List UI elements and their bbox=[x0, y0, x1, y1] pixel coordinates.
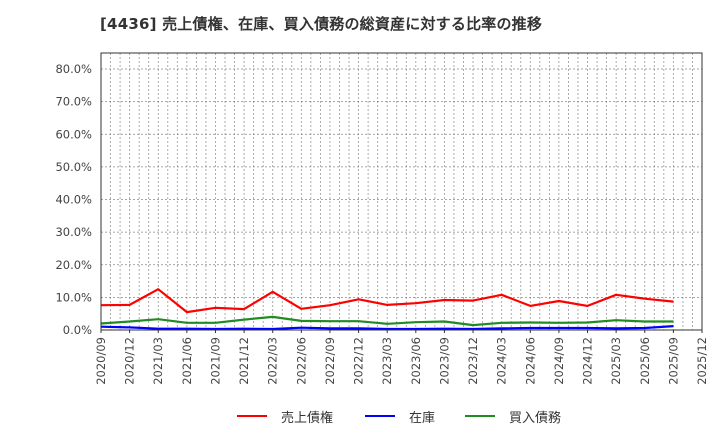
legend-line-green bbox=[465, 415, 495, 417]
legend-item-payables: 買入債務 bbox=[465, 405, 561, 427]
legend-label: 買入債務 bbox=[509, 410, 562, 426]
x-tick-label: 2024/12 bbox=[581, 337, 595, 385]
x-tick-label: 2021/06 bbox=[180, 337, 194, 385]
chart-title: [4436] 売上債権、在庫、買入債務の総資産に対する比率の推移 bbox=[100, 15, 543, 33]
x-tick-label: 2025/06 bbox=[638, 337, 652, 385]
y-tick-label: 60.0% bbox=[55, 127, 92, 141]
x-tick-label: 2021/03 bbox=[151, 337, 165, 385]
y-tick-label: 70.0% bbox=[55, 95, 92, 109]
x-tick-label: 2022/12 bbox=[352, 337, 366, 385]
y-tick-label: 50.0% bbox=[55, 160, 92, 174]
legend-item-receivables: 売上債権 bbox=[237, 405, 333, 427]
legend-line-red bbox=[237, 415, 267, 417]
legend: 売上債権 在庫 買入債務 bbox=[0, 405, 720, 427]
y-tick-label: 30.0% bbox=[55, 225, 92, 239]
x-tick-label: 2024/06 bbox=[523, 337, 537, 385]
plot-frame bbox=[100, 52, 703, 331]
x-tick-label: 2025/09 bbox=[666, 337, 680, 385]
x-tick-label: 2022/03 bbox=[266, 337, 280, 385]
y-tick-label: 20.0% bbox=[55, 258, 92, 272]
x-tick-label: 2023/03 bbox=[380, 337, 394, 385]
legend-line-blue bbox=[365, 415, 395, 417]
x-tick-label: 2025/03 bbox=[609, 337, 623, 385]
x-tick-label: 2025/12 bbox=[695, 337, 709, 385]
y-tick-label: 80.0% bbox=[55, 62, 92, 76]
legend-item-inventory: 在庫 bbox=[365, 405, 435, 427]
x-tick-label: 2023/09 bbox=[437, 337, 451, 385]
x-tick-label: 2021/12 bbox=[237, 337, 251, 385]
y-tick-label: 10.0% bbox=[55, 290, 92, 304]
x-tick-label: 2021/09 bbox=[208, 337, 222, 385]
grid bbox=[101, 53, 702, 330]
legend-label: 在庫 bbox=[409, 410, 436, 426]
y-tick-label: 40.0% bbox=[55, 193, 92, 207]
series-lines bbox=[100, 288, 674, 331]
series-line-receivables bbox=[100, 288, 674, 314]
x-tick-label: 2020/09 bbox=[94, 337, 108, 385]
x-tick-label: 2024/09 bbox=[552, 337, 566, 385]
x-tick-label: 2022/06 bbox=[294, 337, 308, 385]
x-tick-label: 2023/12 bbox=[466, 337, 480, 385]
y-tick-label: 0.0% bbox=[63, 323, 92, 337]
x-axis: 2020/09 2020/12 2021/03 2021/06 2021/09 2021/… bbox=[94, 330, 709, 385]
series-line-inventory bbox=[100, 325, 674, 331]
x-tick-label: 2024/03 bbox=[495, 337, 509, 385]
legend-label: 売上債権 bbox=[281, 410, 334, 426]
x-tick-label: 2023/06 bbox=[409, 337, 423, 385]
x-tick-label: 2022/09 bbox=[323, 337, 337, 385]
x-tick-label: 2020/12 bbox=[123, 337, 137, 385]
series-line-payables bbox=[100, 315, 674, 327]
y-axis: 0.0% 10.0% 20.0% 30.0% 40.0% 50.0% 60.0% 70.0% 8… bbox=[55, 62, 92, 337]
